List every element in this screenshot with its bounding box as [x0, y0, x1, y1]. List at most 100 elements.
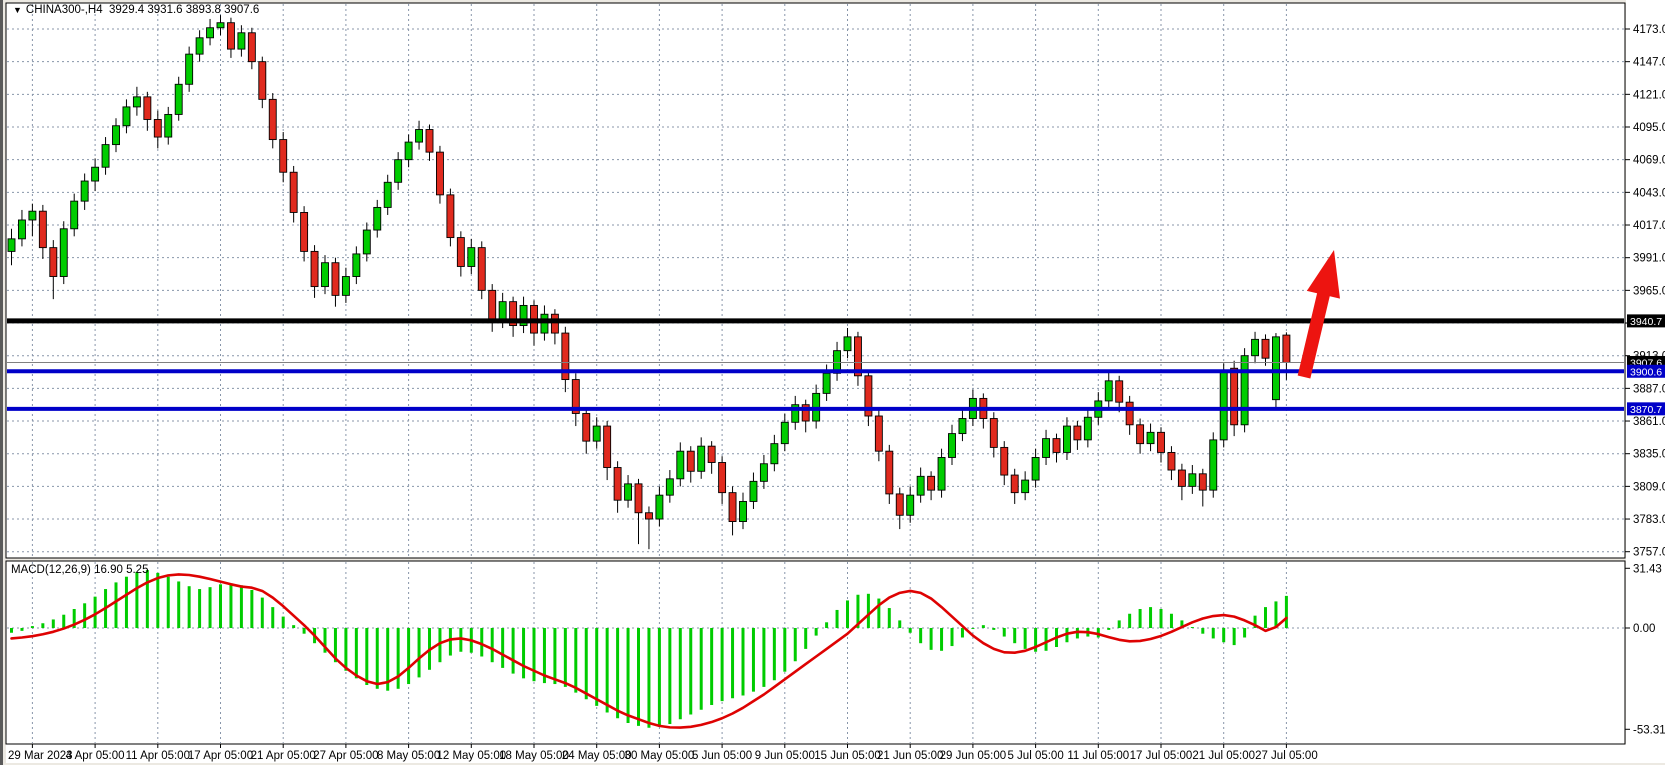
candle: [59, 228, 68, 277]
candle: [185, 53, 194, 85]
price-label: 3783.0: [1633, 514, 1665, 526]
candle: [1209, 439, 1218, 491]
candle: [634, 483, 643, 514]
candle: [164, 113, 173, 138]
candle: [1062, 425, 1071, 453]
candle: [467, 247, 476, 267]
candle: [7, 238, 16, 252]
candle: [843, 336, 852, 352]
macd-main-value: 16.90: [94, 564, 123, 576]
candle: [906, 494, 915, 516]
price-label: 4017.0: [1633, 220, 1665, 232]
candle: [1177, 469, 1186, 487]
trend-arrow-head[interactable]: [1306, 250, 1340, 299]
candle: [216, 22, 225, 29]
resistance-line-tag-label: 3940.7: [1630, 316, 1662, 328]
candle: [519, 304, 528, 326]
candle: [801, 404, 810, 422]
date-label: 4 Apr 05:00: [66, 750, 125, 762]
candle: [822, 372, 831, 394]
date-label: 21 Apr 05:00: [251, 750, 316, 762]
candle: [749, 480, 758, 502]
candle: [1031, 457, 1040, 481]
candle: [603, 425, 612, 468]
symbol-dropdown-icon[interactable]: ▼: [13, 5, 22, 15]
candle: [1251, 338, 1260, 357]
candle: [383, 181, 392, 208]
main-panel[interactable]: [5, 2, 1626, 559]
candle: [415, 129, 423, 143]
candle: [112, 125, 120, 146]
date-label: 27 Apr 05:00: [313, 750, 378, 762]
candle: [70, 200, 79, 230]
candle: [80, 180, 89, 202]
macd-signal-value: 5.25: [126, 564, 149, 576]
candle: [1136, 424, 1145, 445]
candle: [958, 418, 967, 435]
date-label: 30 May 05:00: [625, 750, 695, 762]
candle: [132, 96, 141, 108]
candle: [1240, 355, 1249, 426]
candle: [226, 22, 235, 50]
macd-panel[interactable]: [5, 560, 1626, 745]
macd-signal-line: [10, 573, 1288, 729]
candle: [624, 483, 632, 501]
price-label: 3809.0: [1633, 481, 1665, 493]
candle: [1188, 473, 1197, 487]
candle: [833, 350, 841, 374]
candle: [456, 237, 465, 267]
date-label: 15 Jun 05:00: [814, 750, 881, 762]
candle: [195, 37, 204, 55]
candle: [791, 404, 800, 423]
candle: [1042, 438, 1051, 458]
date-label: 11 Apr 05:00: [126, 750, 190, 762]
date-label: 17 Apr 05:00: [188, 750, 253, 762]
candle: [1261, 338, 1270, 359]
candle: [49, 247, 58, 277]
candle: [739, 500, 747, 522]
candle: [310, 250, 319, 288]
candle: [864, 375, 873, 417]
candle: [206, 27, 215, 39]
candle: [91, 166, 100, 182]
candle: [143, 96, 152, 120]
candle: [28, 210, 37, 221]
candle: [477, 247, 486, 291]
price-label: 3965.0: [1633, 285, 1665, 297]
candle: [561, 332, 570, 381]
candle: [895, 493, 904, 516]
candle: [373, 206, 382, 231]
macd-indicator-label: MACD(12,26,9) 16.90 5.25: [11, 564, 149, 576]
date-label: 29 Mar 2023: [8, 750, 73, 762]
candle: [728, 492, 737, 522]
candle: [592, 425, 601, 442]
candle: [1157, 431, 1165, 453]
price-label: 4095.0: [1633, 122, 1665, 134]
candle: [571, 379, 580, 414]
candle: [1000, 446, 1009, 476]
date-label: 21 Jul 05:00: [1192, 750, 1255, 762]
candle: [446, 194, 455, 239]
trend-arrow-shaft[interactable]: [1297, 287, 1332, 379]
candle: [101, 144, 110, 168]
candle: [1167, 451, 1176, 471]
macd-axis-label: 0.00: [1633, 623, 1655, 635]
candle: [885, 450, 894, 495]
candle: [780, 421, 789, 445]
candle: [1282, 334, 1291, 363]
date-label: 11 Jul 05:00: [1067, 750, 1129, 762]
candle: [540, 313, 549, 334]
candle: [1230, 367, 1239, 426]
candle: [1073, 425, 1082, 441]
candle: [352, 253, 361, 277]
candle: [268, 98, 277, 141]
candle: [258, 61, 267, 100]
date-axis-strip: [6, 744, 1665, 763]
date-label: 18 May 05:00: [499, 750, 569, 762]
candle: [436, 151, 444, 196]
date-label: 24 May 05:00: [562, 750, 632, 762]
price-label: 4173.0: [1633, 24, 1665, 36]
symbol-label: CHINA300-,H4: [25, 4, 103, 16]
candle: [17, 219, 26, 240]
